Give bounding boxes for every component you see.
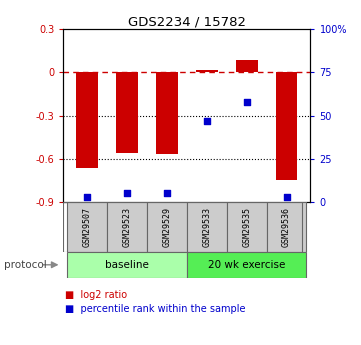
Point bbox=[204, 118, 210, 124]
Text: 20 wk exercise: 20 wk exercise bbox=[208, 260, 285, 270]
Bar bbox=[107, 202, 147, 252]
Text: GSM29529: GSM29529 bbox=[162, 207, 171, 247]
Text: protocol: protocol bbox=[4, 260, 46, 270]
Bar bbox=[116, 72, 138, 153]
Bar bbox=[196, 70, 218, 72]
Point bbox=[84, 194, 90, 199]
Text: baseline: baseline bbox=[105, 260, 149, 270]
Text: GSM29507: GSM29507 bbox=[83, 207, 92, 247]
Bar bbox=[187, 252, 306, 278]
Point bbox=[244, 99, 249, 105]
Title: GDS2234 / 15782: GDS2234 / 15782 bbox=[128, 15, 246, 28]
Text: GSM29523: GSM29523 bbox=[122, 207, 131, 247]
Point bbox=[124, 190, 130, 196]
Text: GSM29535: GSM29535 bbox=[242, 207, 251, 247]
Bar bbox=[187, 202, 227, 252]
Text: ■  percentile rank within the sample: ■ percentile rank within the sample bbox=[65, 304, 245, 314]
Point bbox=[284, 194, 290, 199]
Bar bbox=[227, 202, 266, 252]
Bar bbox=[76, 72, 98, 168]
Point bbox=[164, 190, 170, 196]
Bar bbox=[236, 60, 258, 72]
Text: ■  log2 ratio: ■ log2 ratio bbox=[65, 290, 127, 300]
Bar bbox=[67, 202, 107, 252]
Bar bbox=[147, 202, 187, 252]
Text: GSM29533: GSM29533 bbox=[202, 207, 211, 247]
Bar bbox=[275, 72, 297, 180]
Text: GSM29536: GSM29536 bbox=[282, 207, 291, 247]
Bar bbox=[67, 252, 187, 278]
Bar bbox=[156, 72, 178, 155]
Bar bbox=[266, 202, 306, 252]
